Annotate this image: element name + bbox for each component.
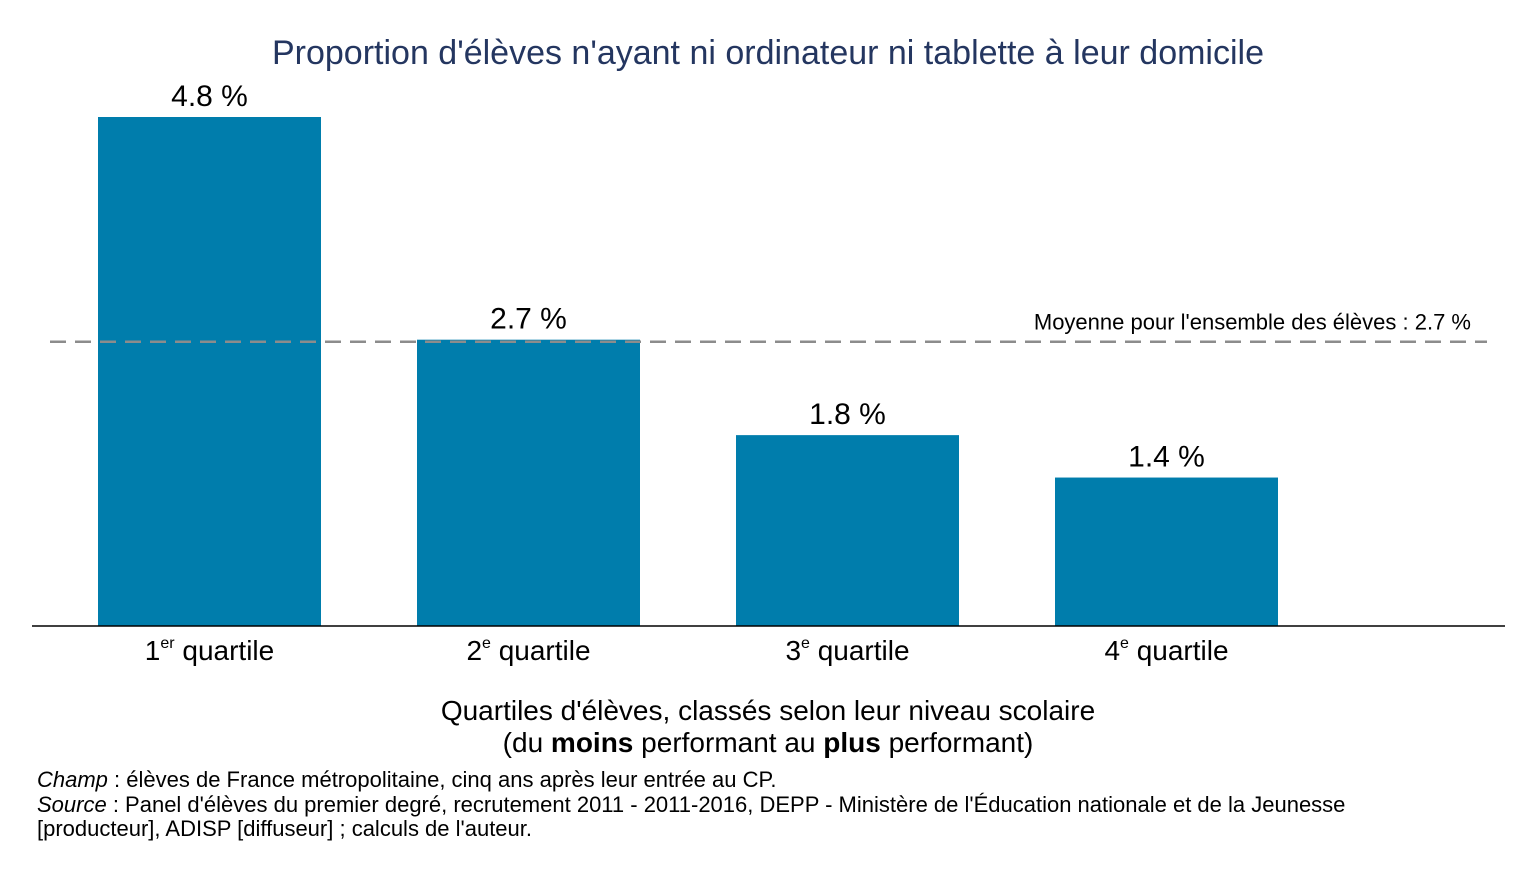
data-label-1: 4.8 %	[171, 80, 248, 113]
tick-label-2: 2e quartile	[466, 635, 590, 666]
source-text: : Panel d'élèves du premier degré, recru…	[107, 792, 1346, 817]
bar-1	[98, 117, 321, 626]
footnote-source: Source : Panel d'élèves du premier degré…	[37, 792, 1345, 817]
data-label-4: 1.4 %	[1128, 441, 1205, 474]
source-label: Source	[37, 792, 107, 817]
tick-label-3: 3e quartile	[785, 635, 909, 666]
x-axis-label-line2: (du moins performant au plus performant)	[503, 727, 1034, 758]
footnote-source-cont: [producteur], ADISP [diffuseur] ; calcul…	[37, 816, 532, 841]
champ-text: : élèves de France métropolitaine, cinq …	[108, 767, 777, 792]
tick-label-1: 1er quartile	[145, 635, 274, 666]
data-label-2: 2.7 %	[490, 303, 567, 336]
data-label-3: 1.8 %	[809, 398, 886, 431]
chart-title: Proportion d'élèves n'ayant ni ordinateu…	[272, 34, 1264, 72]
x-axis-label-line1: Quartiles d'élèves, classés selon leur n…	[441, 695, 1095, 726]
bar-3	[736, 435, 959, 626]
champ-label: Champ	[37, 767, 108, 792]
bar-2	[417, 339, 640, 626]
footnote-champ: Champ : élèves de France métropolitaine,…	[37, 767, 776, 792]
bar-4	[1055, 477, 1278, 626]
mean-reference-label: Moyenne pour l'ensemble des élèves : 2.7…	[1034, 310, 1471, 335]
tick-label-4: 4e quartile	[1104, 635, 1228, 666]
